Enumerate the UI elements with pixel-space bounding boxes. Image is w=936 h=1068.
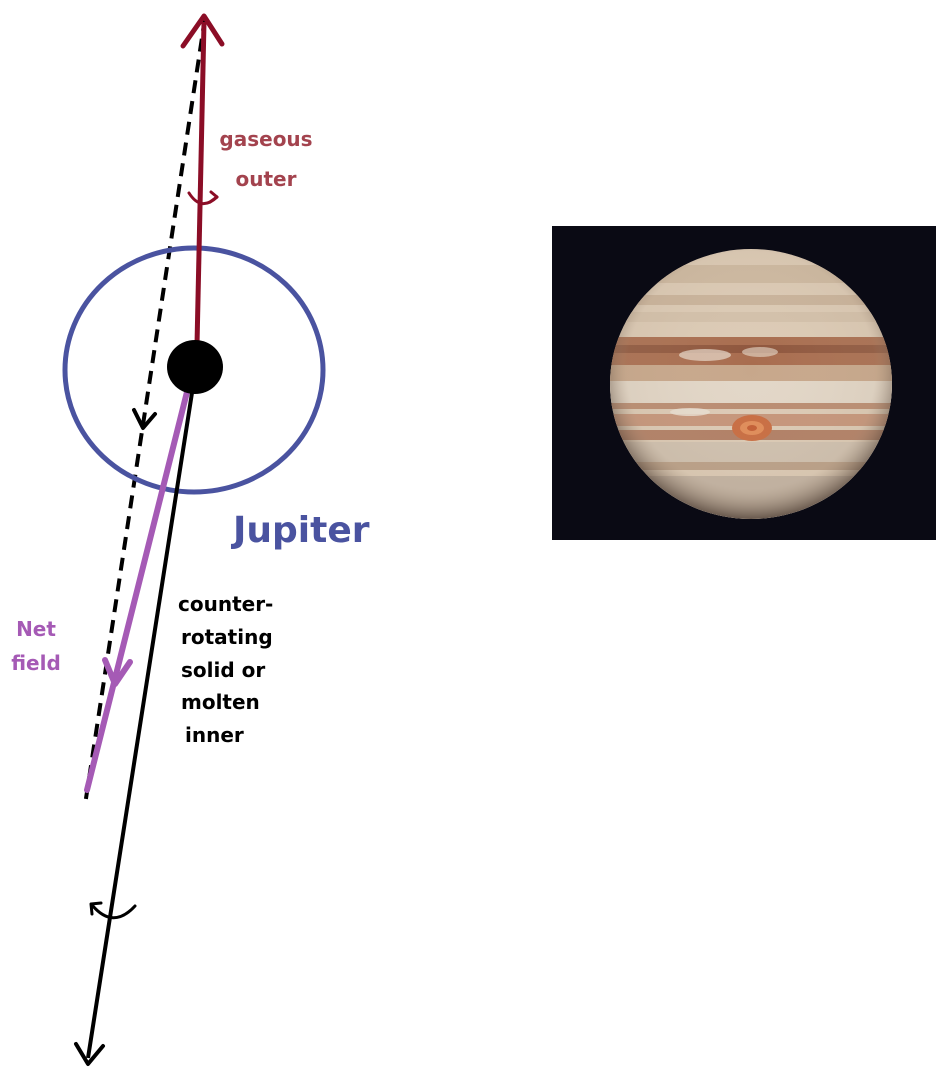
planet-core [167,340,223,394]
inner-axis [86,379,196,1059]
net-field-arrowhead [102,657,133,687]
inner-label-line5: inner [185,723,244,747]
jupiter-photo [552,226,936,540]
outer-axis [194,21,207,346]
gaseous-label-line2: outer [236,167,297,191]
outer-rotation-arrowhead [208,190,219,204]
inner-label-line2: rotating [181,625,273,649]
inner-label-line3: solid or [181,658,265,682]
dashed-axis-arrowhead [132,408,157,430]
net-field-label-line1: Net [16,617,56,641]
gaseous-label-line1: gaseous [219,127,312,151]
planet-name-label: Jupiter [230,510,370,551]
inner-label-line4: molten [181,690,260,714]
net-field-label-line2: field [11,651,61,675]
inner-axis-arrowhead [74,1042,105,1066]
net-field-axis [84,385,191,793]
dashed-axis [83,17,207,806]
planet-circle [62,245,326,495]
inner-rotation-icon [90,903,137,920]
inner-label-line1: counter- [178,592,273,616]
outer-axis-arrowhead [180,13,225,49]
inner-rotation-arrowhead [89,901,103,916]
